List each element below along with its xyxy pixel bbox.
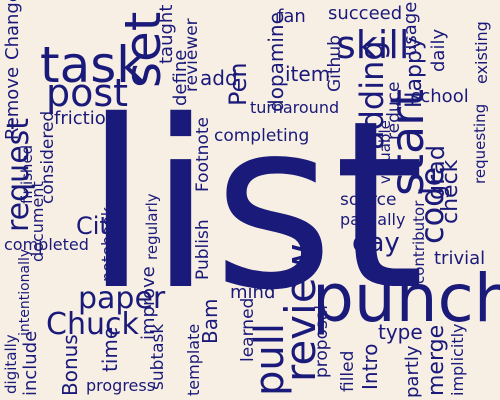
word-bonus: Bonus: [58, 334, 82, 396]
word-daily: daily: [428, 28, 449, 72]
word-chuck: Chuck: [46, 307, 139, 342]
word-partially: partially: [340, 210, 406, 229]
word-check: check: [438, 159, 463, 224]
word-learned: learned: [238, 297, 258, 362]
word-valuable: valuable: [376, 120, 394, 184]
word-school: school: [411, 86, 469, 107]
word-task: task: [40, 36, 146, 94]
word-paper: paper: [78, 281, 166, 316]
word-regularly: regularly: [143, 193, 161, 260]
word-proposal: proposal: [312, 305, 332, 378]
word-dopamine: dopamine: [264, 12, 288, 112]
word-succeed: succeed: [328, 3, 403, 24]
word-requesting: requesting: [471, 103, 489, 184]
word-progress: progress: [86, 376, 156, 395]
word-bam: Bam: [198, 298, 222, 344]
word-footnote: Footnote: [193, 117, 213, 192]
word-fan: fan: [277, 6, 306, 27]
word-implicitly: implicitly: [448, 323, 467, 396]
word-contributor: contributor: [410, 200, 428, 284]
word-publish: Publish: [193, 219, 213, 280]
word-punch: punch: [312, 260, 500, 337]
word-change: Change: [2, 0, 23, 60]
word-partly: partly: [402, 345, 423, 398]
word-template: template: [184, 323, 203, 396]
word-github: Github: [325, 35, 345, 92]
word-existing: existing: [472, 21, 491, 84]
word-define: define: [170, 49, 191, 106]
word-day: day: [352, 228, 400, 258]
word-merge: merge: [424, 324, 449, 396]
word-pen: Pen: [224, 62, 252, 106]
word-intro: Intro: [358, 343, 382, 390]
word-skill: skill: [336, 23, 410, 67]
word-item: item: [285, 62, 331, 86]
word-digitally: digitally: [2, 334, 20, 394]
word-cite: Cite: [76, 212, 124, 240]
word-turnaround: turnaround: [250, 98, 340, 117]
word-mind: mind: [230, 282, 276, 303]
word-friction: friction: [54, 108, 118, 129]
word-intentionally: intentionally: [17, 248, 33, 336]
word-time: time: [98, 326, 122, 372]
word-completing: completing: [214, 126, 310, 146]
word-list: list: [84, 71, 425, 341]
word-notebook: notebook: [98, 206, 117, 282]
word-include: include: [20, 330, 41, 396]
word-completed: completed: [4, 235, 89, 254]
word-type: type: [378, 320, 423, 344]
word-remove: Remove: [2, 66, 23, 140]
word-add: add: [200, 66, 238, 90]
word-source: source: [340, 190, 397, 210]
word-filled: filled: [338, 350, 358, 392]
word-post: post: [46, 71, 129, 115]
word-trivial: trivial: [434, 248, 486, 269]
